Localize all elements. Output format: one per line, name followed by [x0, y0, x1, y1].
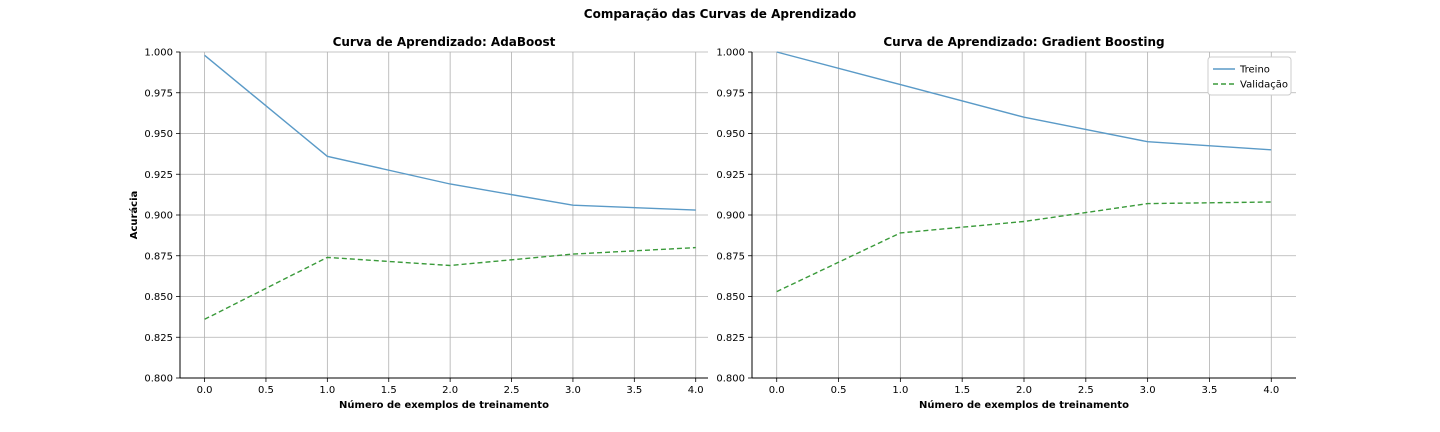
x-tick-label: 3.5 — [626, 385, 642, 396]
x-tick-label: 3.5 — [1202, 385, 1218, 396]
validation-series-line — [776, 201, 1272, 293]
x-axis-label: Número de exemplos de treinamento — [339, 399, 549, 411]
x-tick-label: 4.0 — [688, 385, 704, 396]
y-tick-label: 0.975 — [144, 88, 173, 99]
x-tick-label: 1.0 — [319, 385, 335, 396]
y-tick-label: 0.950 — [716, 129, 745, 140]
y-tick-label: 0.825 — [716, 333, 745, 344]
x-tick-label: 2.5 — [1078, 385, 1094, 396]
y-tick-label: 1.000 — [144, 48, 173, 59]
x-tick-label: 0.0 — [197, 385, 213, 396]
legend-box — [1207, 56, 1292, 96]
y-tick-label: 0.850 — [144, 292, 173, 303]
y-tick-label: 0.850 — [716, 292, 745, 303]
y-tick-label: 0.950 — [144, 129, 173, 140]
y-tick-label: 0.875 — [716, 251, 745, 262]
y-tick-label: 1.000 — [716, 48, 745, 59]
x-tick-label: 0.0 — [769, 385, 785, 396]
y-tick-label: 0.800 — [144, 374, 173, 385]
x-tick-label: 2.0 — [1016, 385, 1032, 396]
train-legend-label: Treino — [1239, 65, 1270, 76]
x-tick-label: 0.5 — [258, 385, 274, 396]
y-tick-label: 0.925 — [716, 170, 745, 181]
y-tick-label: 0.975 — [716, 88, 745, 99]
x-tick-label: 3.0 — [565, 385, 581, 396]
x-tick-label: 4.0 — [1263, 385, 1279, 396]
x-tick-label: 1.5 — [954, 385, 970, 396]
y-tick-label: 0.900 — [144, 211, 173, 222]
x-tick-label: 2.5 — [504, 385, 520, 396]
validation-series-line — [204, 246, 696, 320]
train-series-line — [776, 51, 1272, 151]
y-tick-label: 0.800 — [716, 374, 745, 385]
x-tick-label: 0.5 — [831, 385, 847, 396]
y-tick-label: 0.825 — [144, 333, 173, 344]
x-tick-label: 2.0 — [442, 385, 458, 396]
figure-suptitle: Comparação das Curvas de Aprendizado — [583, 7, 857, 21]
x-tick-label: 3.0 — [1140, 385, 1156, 396]
y-tick-label: 0.900 — [716, 211, 745, 222]
validation-legend-label: Validação — [1240, 80, 1288, 91]
plot-title: Curva de Aprendizado: Gradient Boosting — [883, 35, 1164, 49]
y-axis-label: Acurácia — [128, 191, 140, 240]
train-series-line — [204, 54, 696, 211]
y-tick-label: 0.925 — [144, 170, 173, 181]
x-tick-label: 1.5 — [381, 385, 397, 396]
x-axis-label: Número de exemplos de treinamento — [919, 399, 1129, 411]
plot-title: Curva de Aprendizado: AdaBoost — [333, 35, 556, 49]
y-tick-label: 0.875 — [144, 251, 173, 262]
x-tick-label: 1.0 — [892, 385, 908, 396]
